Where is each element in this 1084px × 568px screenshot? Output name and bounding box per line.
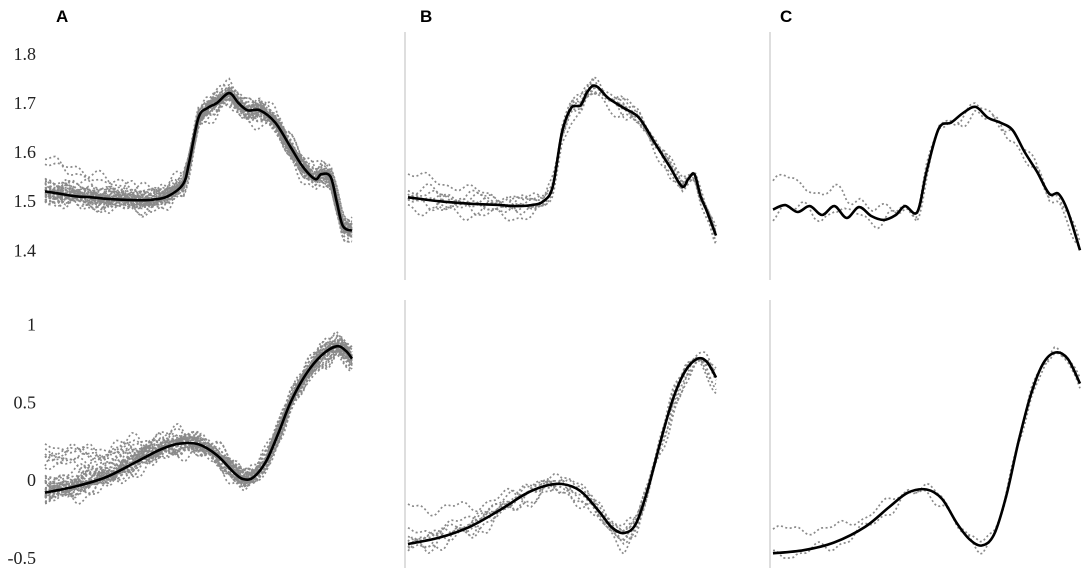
trial-line-A-top-31: [45, 94, 353, 235]
trial-line-C-top-0: [772, 102, 1081, 243]
trial-line-A-bottom-21: [44, 350, 353, 499]
ytick-label-row1-3: 1: [27, 314, 36, 334]
trial-line-C-top-1: [772, 109, 1081, 249]
ytick-label-row0-4: 1.8: [14, 44, 37, 64]
trial-line-A-bottom-36: [44, 336, 353, 489]
panel-B-bottom: [404, 300, 718, 568]
trial-line-A-bottom-14: [44, 334, 353, 494]
trial-line-B-top-7: [407, 86, 717, 233]
trial-line-A-bottom-9: [44, 333, 353, 493]
trial-line-B-bottom-7: [407, 359, 717, 552]
trial-line-A-top-29: [44, 77, 353, 229]
trial-line-B-bottom-4: [407, 355, 717, 550]
panel-C-top: [769, 32, 1082, 280]
ytick-label-row1-2: 0.5: [14, 392, 37, 412]
ytick-label-row0-3: 1.7: [14, 93, 37, 113]
trial-line-A-top-34: [44, 94, 353, 243]
panel-C-bottom: [769, 300, 1082, 568]
trial-line-A-bottom-1: [44, 341, 353, 491]
ytick-label-row0-2: 1.6: [14, 142, 37, 162]
trial-line-A-top-26: [44, 85, 353, 223]
ytick-label-row1-0: -0.5: [8, 548, 37, 568]
trial-line-B-top-2: [407, 76, 717, 245]
trial-line-A-bottom-37: [44, 342, 353, 482]
trial-line-A-bottom-28: [44, 345, 353, 484]
mean-line-C-top: [772, 105, 1082, 251]
trial-line-B-bottom-3: [407, 351, 717, 538]
mean-line-C-bottom: [772, 351, 1082, 555]
trial-line-B-bottom-6: [407, 359, 717, 545]
mean-line-B-bottom: [407, 356, 718, 546]
ytick-label-row1-1: 0: [27, 470, 36, 490]
trial-line-A-bottom-32: [44, 344, 353, 500]
trial-line-A-bottom-22: [44, 353, 353, 492]
trial-line-A-bottom-25: [44, 341, 353, 489]
trial-line-B-bottom-2: [407, 358, 717, 556]
panel-A-top: [44, 77, 353, 243]
trial-line-A-bottom-13: [44, 338, 353, 480]
trial-line-A-top-24: [44, 93, 353, 229]
mean-line-A-bottom: [44, 344, 354, 494]
trial-line-B-bottom-5: [407, 356, 717, 548]
trial-line-A-top-32: [44, 100, 353, 230]
trial-line-A-bottom-24: [44, 336, 353, 483]
trial-line-B-top-3: [407, 87, 717, 234]
trial-line-B-top-0: [407, 91, 717, 243]
trial-line-B-bottom-1: [407, 357, 717, 552]
ytick-label-row0-1: 1.5: [14, 191, 37, 211]
panel-A-bottom: [44, 330, 354, 506]
panel-label-A: A: [56, 7, 68, 26]
trial-line-A-bottom-2: [44, 330, 353, 498]
trial-line-B-bottom-0: [407, 357, 717, 543]
trial-line-A-top-6: [44, 89, 353, 230]
trial-line-C-bottom-0: [772, 351, 1081, 543]
mean-line-A-top: [44, 91, 353, 232]
trial-line-A-bottom-3: [44, 342, 353, 485]
panel-label-B: B: [420, 7, 432, 26]
panel-label-C: C: [780, 7, 792, 26]
trial-line-A-bottom-31: [44, 339, 353, 484]
mean-line-B-top: [407, 84, 718, 237]
trial-line-A-bottom-27: [44, 348, 353, 497]
trial-line-B-top-6: [407, 83, 717, 227]
panel-B-top: [404, 32, 718, 280]
ytick-label-row0-0: 1.4: [14, 240, 37, 260]
trial-line-A-bottom-35: [44, 344, 353, 496]
